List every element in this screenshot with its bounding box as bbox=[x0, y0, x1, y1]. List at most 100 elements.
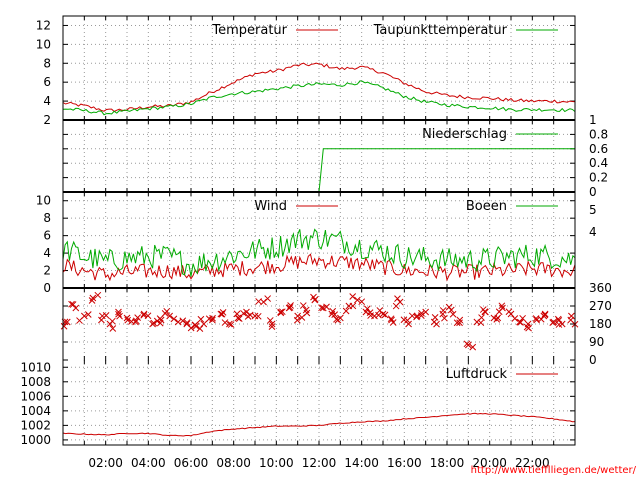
y-tick-label: 12 bbox=[36, 18, 51, 32]
series-line-temperatur bbox=[62, 62, 576, 113]
direction-marker bbox=[376, 307, 384, 314]
direction-marker bbox=[197, 315, 205, 323]
direction-marker bbox=[134, 314, 141, 321]
direction-marker bbox=[115, 308, 122, 316]
direction-marker bbox=[554, 315, 562, 323]
direction-marker bbox=[76, 317, 83, 324]
direction-marker bbox=[481, 308, 489, 315]
series-line-luftdruck bbox=[62, 412, 576, 437]
direction-marker bbox=[541, 311, 549, 319]
direction-marker bbox=[375, 311, 382, 319]
direction-marker bbox=[264, 295, 272, 302]
y-tick-label: 2 bbox=[43, 113, 51, 127]
y-tick-label-right: 0.8 bbox=[589, 127, 608, 141]
y-tick-label: 6 bbox=[43, 75, 51, 89]
x-tick-label: 12:00 bbox=[302, 456, 337, 470]
direction-marker bbox=[150, 319, 158, 327]
x-tick-label: 04:00 bbox=[131, 456, 166, 470]
y-tick-label-right: 360 bbox=[589, 281, 612, 295]
direction-marker bbox=[511, 315, 519, 322]
direction-marker bbox=[140, 310, 148, 318]
direction-marker bbox=[417, 312, 425, 319]
direction-marker bbox=[183, 319, 191, 326]
y-tick-label: 1004 bbox=[20, 404, 51, 418]
legend-label: Wind bbox=[254, 199, 287, 214]
direction-marker bbox=[219, 309, 227, 316]
direction-marker bbox=[349, 302, 357, 310]
series-line-wind bbox=[62, 253, 576, 282]
direction-marker bbox=[449, 310, 457, 318]
y-tick-label: 1000 bbox=[20, 433, 51, 447]
x-tick-label: 20:00 bbox=[472, 456, 507, 470]
y-tick-label-right: 0 bbox=[589, 353, 597, 367]
direction-marker bbox=[433, 320, 440, 328]
series-line-niederschlag bbox=[63, 148, 575, 193]
x-tick-label: 14:00 bbox=[344, 456, 379, 470]
direction-marker bbox=[342, 307, 350, 315]
y-tick-label: 8 bbox=[43, 56, 51, 70]
y-tick-label: 10 bbox=[36, 37, 51, 51]
direction-marker bbox=[418, 309, 425, 317]
direction-marker bbox=[84, 311, 92, 318]
direction-marker bbox=[387, 315, 395, 323]
direction-marker bbox=[400, 316, 408, 324]
x-tick-label: 16:00 bbox=[387, 456, 422, 470]
direction-marker bbox=[163, 307, 171, 315]
direction-marker bbox=[240, 309, 247, 317]
direction-marker bbox=[439, 307, 447, 314]
direction-marker bbox=[392, 302, 400, 310]
direction-marker bbox=[88, 297, 96, 304]
y-tick-label-right: 270 bbox=[589, 299, 612, 313]
direction-marker bbox=[331, 311, 339, 318]
direction-marker bbox=[277, 308, 284, 316]
y-tick-label: 1010 bbox=[20, 360, 51, 374]
direction-marker bbox=[493, 315, 501, 323]
direction-marker bbox=[389, 319, 397, 326]
direction-marker bbox=[408, 312, 416, 320]
series-line-taupunkttemperatur bbox=[62, 80, 576, 116]
y-tick-label: 2 bbox=[43, 264, 51, 278]
direction-marker bbox=[568, 312, 575, 320]
direction-marker bbox=[89, 294, 97, 302]
direction-marker bbox=[226, 320, 233, 328]
site-url[interactable]: http://www.tiefflliegen.de/wetter/ bbox=[470, 465, 636, 476]
direction-marker bbox=[68, 300, 75, 308]
x-tick-label: 08:00 bbox=[216, 456, 251, 470]
direction-marker bbox=[453, 319, 461, 327]
y-tick-label: 8 bbox=[43, 211, 51, 225]
direction-marker bbox=[333, 315, 340, 323]
y-tick-label-right: 0.2 bbox=[589, 171, 608, 185]
direction-marker bbox=[140, 311, 148, 319]
direction-marker bbox=[174, 318, 182, 326]
direction-marker bbox=[523, 323, 531, 331]
direction-marker bbox=[381, 311, 389, 319]
y-tick-label-right: 0 bbox=[589, 185, 597, 199]
direction-marker bbox=[441, 314, 448, 322]
legend-label: Boeen bbox=[466, 199, 507, 214]
direction-marker bbox=[447, 306, 455, 314]
y-tick-label: 1002 bbox=[20, 418, 51, 432]
direction-marker bbox=[268, 320, 276, 328]
direction-marker bbox=[349, 293, 357, 300]
direction-marker bbox=[463, 340, 471, 348]
direction-marker bbox=[233, 310, 241, 318]
direction-marker bbox=[218, 310, 226, 318]
direction-marker bbox=[170, 315, 178, 323]
direction-marker bbox=[166, 312, 174, 320]
y-tick-label-right: 90 bbox=[589, 335, 604, 349]
y-tick-label: 10 bbox=[36, 194, 51, 208]
legend-label: Luftdruck bbox=[446, 367, 508, 382]
direction-marker bbox=[329, 307, 337, 315]
direction-marker bbox=[221, 319, 229, 326]
direction-marker bbox=[445, 303, 453, 311]
direction-marker bbox=[235, 315, 243, 322]
direction-marker bbox=[246, 311, 254, 319]
direction-marker bbox=[124, 316, 132, 324]
direction-marker bbox=[456, 319, 463, 327]
direction-marker bbox=[277, 309, 285, 317]
y-tick-label: 1006 bbox=[20, 389, 51, 403]
direction-marker bbox=[156, 315, 164, 322]
direction-marker bbox=[363, 305, 371, 313]
direction-marker bbox=[287, 302, 294, 309]
y-tick-label: 4 bbox=[43, 246, 51, 260]
